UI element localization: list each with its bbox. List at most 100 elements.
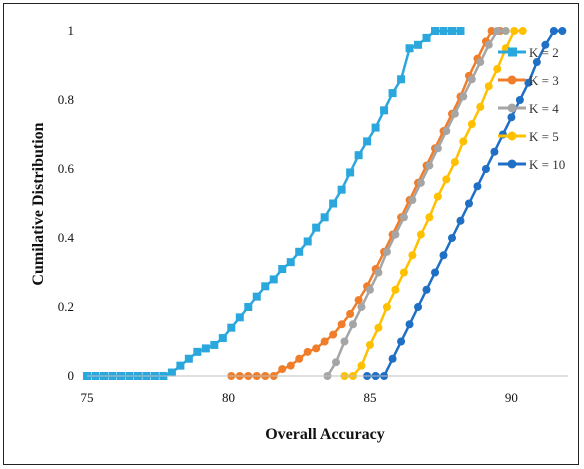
data-point	[261, 282, 270, 291]
data-point	[329, 330, 338, 339]
data-point	[320, 337, 329, 346]
x-axis-title: Overall Accuracy	[265, 426, 385, 443]
x-tick-label: 85	[363, 390, 376, 405]
legend-marker	[507, 103, 517, 113]
data-point	[456, 27, 465, 35]
data-point	[416, 178, 425, 187]
legend-item: K = 5	[498, 129, 559, 144]
data-point	[487, 27, 496, 35]
data-point	[371, 123, 380, 132]
data-point	[201, 344, 210, 353]
data-point	[399, 213, 408, 222]
data-point	[365, 285, 374, 294]
data-point	[382, 303, 391, 311]
data-point	[501, 44, 510, 53]
legend-marker	[507, 159, 517, 169]
data-point	[425, 161, 434, 170]
data-point	[346, 309, 355, 318]
legend-marker	[508, 47, 517, 57]
data-point	[433, 144, 442, 153]
data-point	[354, 296, 363, 305]
data-point	[501, 27, 510, 35]
data-point	[303, 347, 312, 356]
data-point	[269, 275, 278, 284]
data-point	[507, 113, 516, 122]
data-point	[312, 223, 321, 232]
data-point	[476, 58, 485, 67]
legend-label: K = 2	[529, 45, 559, 60]
data-point	[303, 237, 312, 246]
data-point	[176, 361, 185, 370]
data-point	[442, 175, 451, 184]
data-point	[450, 158, 459, 167]
y-tick-label: 1	[68, 23, 75, 38]
data-point	[391, 230, 400, 239]
tick-labels: 75 80 85 90 0 0.2 0.4 0.6 0.8 1	[58, 23, 518, 405]
legend-label: K = 5	[529, 129, 559, 144]
data-point	[346, 168, 355, 177]
data-point	[408, 196, 417, 205]
y-tick-label: 0.8	[58, 92, 74, 107]
data-point	[320, 213, 329, 222]
legend-item: K = 4	[498, 101, 559, 116]
data-point	[380, 106, 389, 115]
data-point	[431, 268, 440, 277]
data-point	[374, 268, 383, 277]
y-tick-label: 0.4	[58, 230, 75, 245]
data-point	[295, 247, 304, 256]
data-point	[388, 354, 397, 363]
legend-marker	[507, 131, 517, 141]
y-axis-title: Cumilative Distribution	[30, 122, 47, 285]
data-point	[476, 102, 485, 111]
data-point	[252, 292, 261, 301]
legend-item: K = 3	[498, 73, 559, 88]
data-point	[518, 27, 527, 35]
data-point	[365, 340, 374, 349]
data-point	[312, 344, 321, 353]
y-tick-label: 0	[68, 368, 75, 383]
data-point	[363, 137, 372, 146]
data-point	[447, 234, 456, 242]
data-point	[408, 251, 417, 260]
series-k=5	[340, 27, 527, 380]
data-point	[510, 27, 519, 35]
data-point	[558, 27, 567, 35]
legend: K = 2 K = 3 K = 4 K = 5 K = 10	[498, 45, 565, 172]
data-point	[218, 334, 227, 343]
data-point	[382, 247, 391, 256]
series-line	[326, 29, 506, 377]
data-point	[184, 354, 193, 363]
data-point	[439, 251, 448, 260]
data-point	[422, 285, 431, 294]
y-tick-label: 0.6	[58, 161, 75, 176]
data-point	[405, 44, 414, 53]
chart-frame	[3, 3, 579, 465]
x-tick-label: 80	[222, 390, 235, 405]
data-point	[210, 340, 219, 349]
data-point	[295, 354, 304, 363]
data-point	[442, 127, 451, 136]
data-point	[549, 27, 558, 35]
data-point	[337, 185, 346, 194]
data-point	[348, 320, 357, 329]
data-point	[374, 323, 383, 332]
data-point	[278, 265, 287, 274]
plot-area	[83, 27, 567, 380]
data-point	[331, 358, 340, 367]
x-tick-label: 75	[81, 390, 94, 405]
data-point	[244, 303, 253, 311]
data-point	[278, 365, 287, 374]
data-point	[524, 78, 533, 87]
data-point	[422, 33, 431, 42]
legend-label: K = 3	[529, 73, 559, 88]
data-point	[227, 323, 236, 332]
data-point	[340, 337, 349, 346]
data-point	[481, 165, 490, 173]
data-point	[464, 199, 473, 208]
data-point	[493, 27, 502, 35]
data-point	[484, 82, 493, 91]
y-tick-label: 0.2	[58, 299, 74, 314]
data-point	[405, 320, 414, 329]
data-point	[532, 58, 541, 67]
